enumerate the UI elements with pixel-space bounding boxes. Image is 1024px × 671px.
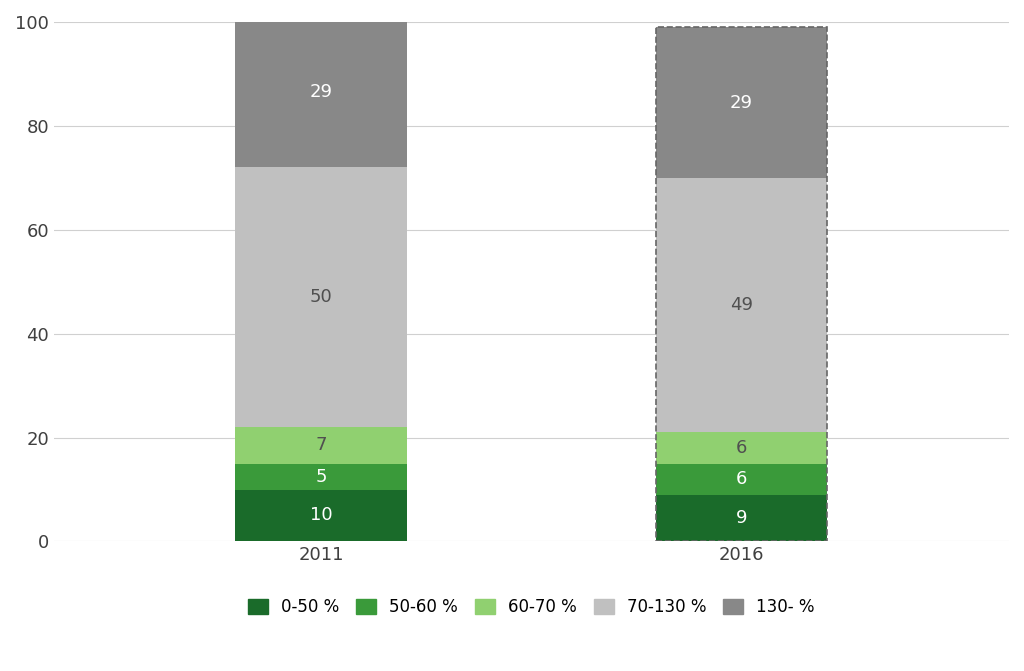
Text: 5: 5 (315, 468, 327, 486)
Bar (655, 495, 827, 541)
Bar (236, 427, 408, 464)
Text: 7: 7 (315, 436, 327, 454)
Bar (236, 464, 408, 490)
Text: 50: 50 (310, 289, 333, 306)
Text: 10: 10 (310, 507, 333, 525)
Bar (655, 464, 827, 495)
Legend: 0-50 %, 50-60 %, 60-70 %, 70-130 %, 130- %: 0-50 %, 50-60 %, 60-70 %, 70-130 %, 130-… (242, 591, 821, 623)
Text: 6: 6 (736, 439, 748, 457)
Bar (236, 490, 408, 541)
Text: 29: 29 (730, 93, 753, 111)
Bar (655, 28, 827, 178)
Bar (236, 17, 408, 168)
Bar (655, 178, 827, 432)
Bar (655, 432, 827, 464)
Text: 6: 6 (736, 470, 748, 488)
Text: 29: 29 (309, 83, 333, 101)
Bar (236, 168, 408, 427)
Text: 49: 49 (730, 296, 753, 314)
Text: 9: 9 (736, 509, 748, 527)
